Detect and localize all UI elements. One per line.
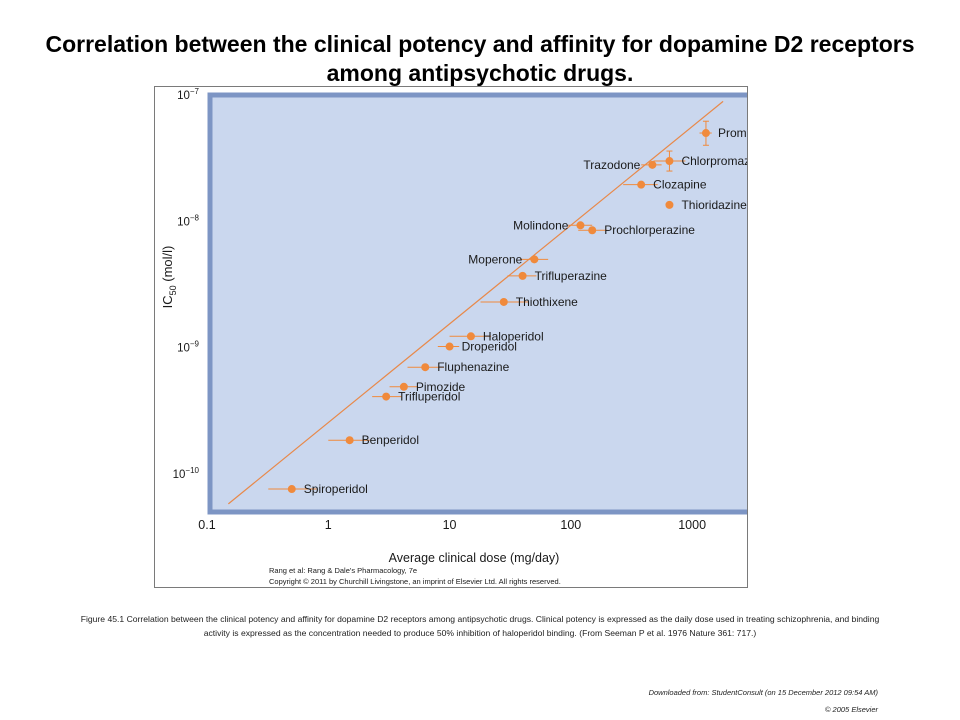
x-tick-labels: 0.1 1 10 100 1000 — [198, 518, 706, 532]
point-label: Benperidol — [362, 433, 419, 447]
y-axis-label: IC50 (mol/l) — [160, 246, 178, 309]
point-label: Moperone — [468, 252, 522, 266]
point-label: Spiroperidol — [304, 482, 368, 496]
figure-frame: Promazine Chlorpromazine Trazodone Clozapin… — [154, 86, 748, 588]
slide-footer: Downloaded from: StudentConsult (on 15 D… — [649, 684, 878, 718]
marker — [530, 255, 539, 264]
figure-credit-line2: Copyright © 2011 by Churchill Livingston… — [269, 577, 561, 586]
point-label: Droperidol — [462, 340, 517, 354]
y-tick-label: 10−7 — [177, 87, 199, 102]
point-label: Fluphenazine — [437, 360, 509, 374]
scatter-chart: Promazine Chlorpromazine Trazodone Clozapin… — [160, 87, 747, 586]
marker — [588, 226, 597, 235]
data-point-promazine: Promazine — [699, 120, 747, 146]
figure-caption: Figure 45.1 Correlation between the clin… — [80, 614, 880, 638]
marker — [445, 342, 454, 351]
y-tick-label: 10−9 — [177, 340, 199, 355]
data-point-trifluperidol: Trifluperidol — [372, 390, 460, 404]
marker — [382, 392, 391, 401]
point-label: Clozapine — [653, 178, 707, 192]
point-label: Thiothixene — [516, 295, 578, 309]
data-point-moperone: Moperone — [468, 252, 549, 266]
marker — [287, 485, 296, 494]
y-axis-label-units: (mol/l) — [160, 246, 175, 286]
marker — [518, 271, 527, 280]
data-point-haloperidol: Haloperidol — [449, 329, 544, 343]
x-axis-label: Average clinical dose (mg/day) — [389, 551, 560, 565]
slide-title: Correlation between the clinical potency… — [45, 31, 915, 86]
marker — [421, 363, 430, 372]
data-point-pimozide: Pimozide — [389, 380, 466, 394]
x-tick-label: 100 — [560, 518, 581, 532]
data-point-droperidol: Droperidol — [437, 340, 517, 354]
data-point-thioridazine: Thioridazine — [665, 198, 747, 212]
data-point-fluphenazine: Fluphenazine — [407, 360, 510, 374]
marker — [637, 180, 646, 189]
data-point-benperidol: Benperidol — [328, 433, 419, 447]
point-label: Molindone — [513, 218, 569, 232]
points-layer: Promazine Chlorpromazine Trazodone Clozapin… — [268, 120, 747, 496]
marker — [576, 221, 585, 230]
data-point-thiothixene: Thiothixene — [480, 295, 578, 309]
x-tick-label: 10 — [443, 518, 457, 532]
point-label: Trifluperidol — [398, 390, 460, 404]
fit-line-layer — [227, 100, 724, 505]
point-label: Trifluperazine — [535, 269, 608, 283]
x-tick-label: 1000 — [678, 518, 706, 532]
point-label: Haloperidol — [483, 329, 544, 343]
marker — [399, 382, 408, 391]
y-axis-label-sub: 50 — [168, 285, 178, 295]
marker — [466, 332, 475, 341]
footer-copyright: © 2005 Elsevier — [824, 705, 878, 714]
point-label: Chlorpromazine — [681, 154, 747, 168]
regression-line — [227, 100, 724, 505]
data-point-molindone: Molindone — [513, 218, 593, 232]
y-tick-labels: 10−7 10−8 10−9 10−10 — [173, 87, 200, 481]
marker — [648, 160, 657, 169]
y-tick-label: 10−10 — [173, 466, 200, 481]
marker — [499, 297, 508, 306]
point-label: Prochlorperazine — [604, 223, 695, 237]
y-tick-label: 10−8 — [177, 213, 199, 228]
x-tick-label: 1 — [325, 518, 332, 532]
plot-area — [207, 92, 747, 515]
point-label: Pimozide — [416, 380, 466, 394]
point-label: Promazine — [718, 126, 747, 140]
marker — [345, 436, 354, 445]
marker — [701, 129, 710, 138]
point-label: Trazodone — [583, 158, 640, 172]
y-axis-label-main: IC — [160, 295, 175, 308]
data-point-spiroperidol: Spiroperidol — [268, 482, 368, 496]
x-tick-label: 0.1 — [198, 518, 215, 532]
point-label: Thioridazine — [681, 198, 747, 212]
data-point-trazodone: Trazodone — [583, 158, 662, 172]
data-point-chlorpromazine: Chlorpromazine — [653, 150, 747, 172]
data-point-trifluperazine: Trifluperazine — [507, 269, 607, 283]
data-point-prochlorperazine: Prochlorperazine — [578, 223, 695, 237]
marker — [665, 200, 674, 209]
data-point-clozapine: Clozapine — [623, 178, 707, 192]
figure-credit-line1: Rang et al: Rang & Dale's Pharmacology, … — [269, 566, 417, 575]
marker — [665, 157, 674, 166]
footer-source: Downloaded from: StudentConsult (on 15 D… — [648, 688, 878, 697]
